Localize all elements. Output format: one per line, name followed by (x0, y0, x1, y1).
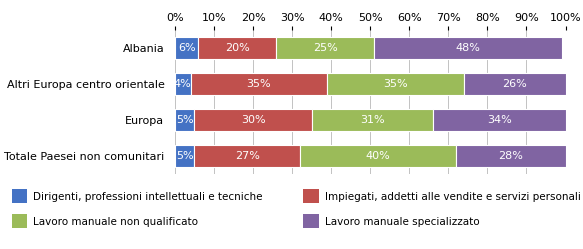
Text: Lavoro manuale specializzato: Lavoro manuale specializzato (325, 217, 479, 227)
Bar (327, 73, 464, 95)
Bar (191, 73, 327, 95)
Text: Lavoro manuale non qualificato: Lavoro manuale non qualificato (33, 217, 198, 227)
Bar (194, 145, 300, 167)
Bar (374, 37, 561, 59)
Text: 6%: 6% (178, 43, 195, 53)
Bar (464, 73, 566, 95)
Text: 5%: 5% (176, 151, 194, 161)
Bar (312, 109, 433, 131)
Text: 35%: 35% (247, 79, 271, 89)
Text: Impiegati, addetti alle vendite e servizi personali: Impiegati, addetti alle vendite e serviz… (325, 192, 581, 202)
Text: 27%: 27% (235, 151, 259, 161)
Text: Dirigenti, professioni intellettuali e tecniche: Dirigenti, professioni intellettuali e t… (33, 192, 263, 202)
Text: 26%: 26% (503, 79, 527, 89)
Text: 30%: 30% (241, 115, 265, 125)
Text: 35%: 35% (383, 79, 408, 89)
Bar (194, 109, 311, 131)
Bar (276, 37, 374, 59)
Bar (300, 145, 456, 167)
Bar (175, 145, 194, 167)
Text: 25%: 25% (313, 43, 338, 53)
Bar (433, 109, 566, 131)
Text: 34%: 34% (487, 115, 511, 125)
Text: 4%: 4% (174, 79, 192, 89)
Bar (198, 37, 276, 59)
Bar (175, 73, 191, 95)
Text: 20%: 20% (225, 43, 250, 53)
Text: 5%: 5% (176, 115, 194, 125)
Bar (175, 109, 194, 131)
Text: 28%: 28% (498, 151, 524, 161)
Text: 48%: 48% (455, 43, 480, 53)
Bar (175, 37, 198, 59)
Text: 31%: 31% (360, 115, 384, 125)
Bar (456, 145, 566, 167)
Text: 40%: 40% (366, 151, 391, 161)
